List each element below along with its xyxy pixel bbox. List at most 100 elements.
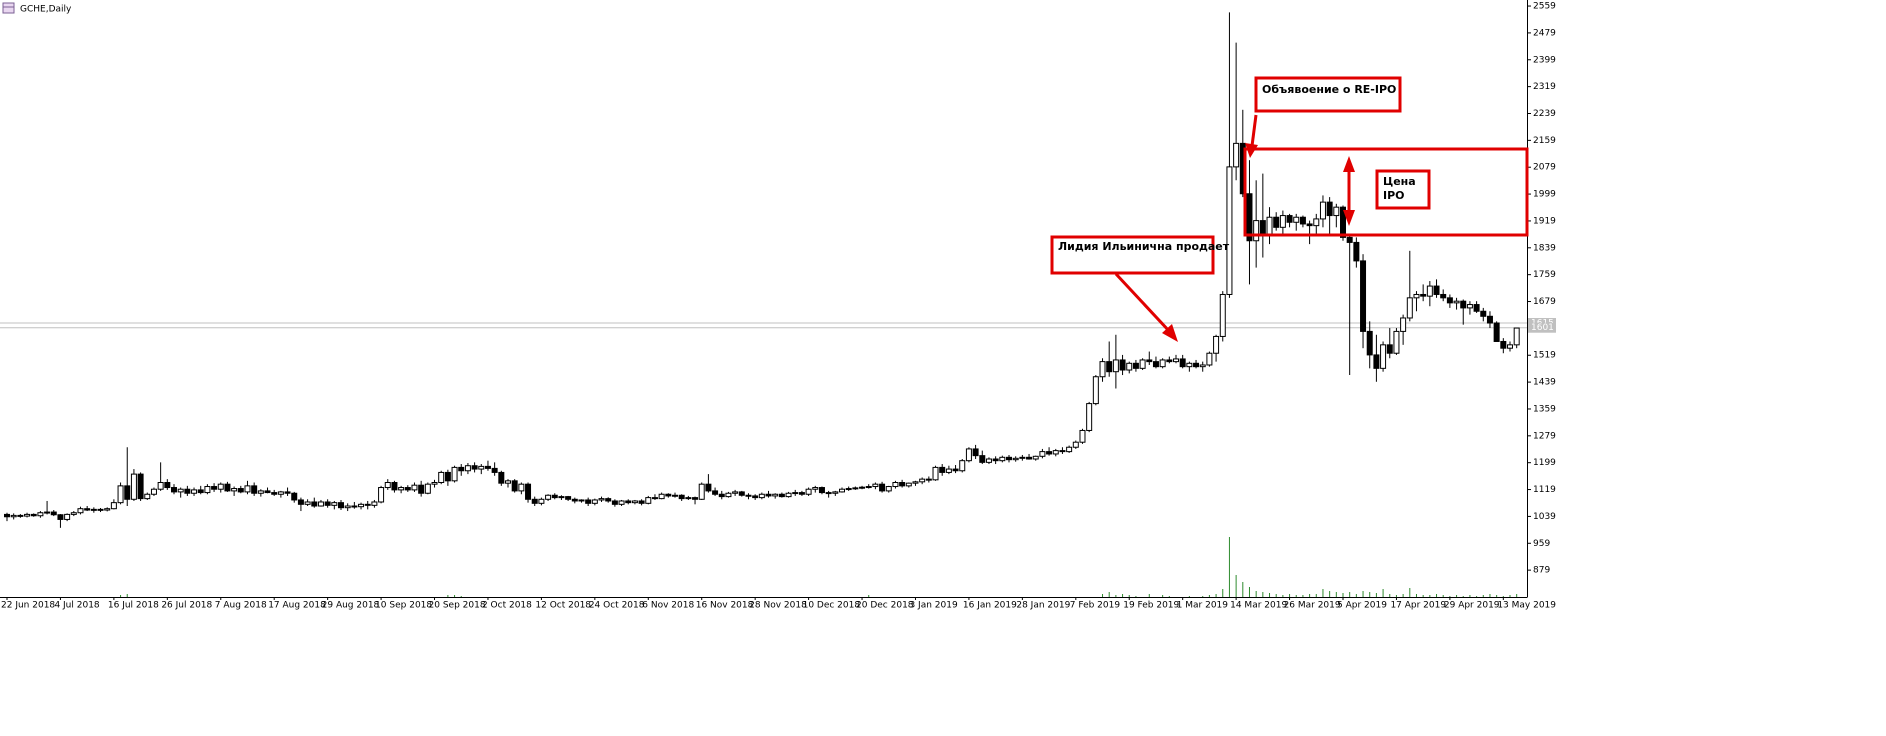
candle-body bbox=[411, 484, 418, 491]
candle-body bbox=[1500, 340, 1507, 349]
candle-body bbox=[1453, 300, 1460, 304]
candle-body bbox=[1380, 344, 1387, 369]
candle-body bbox=[825, 492, 832, 495]
candle-body bbox=[1159, 359, 1166, 368]
y-tick-label: 1279 bbox=[1533, 431, 1556, 441]
candle-body bbox=[658, 493, 665, 500]
series-layer: 8799591039111911991279135914391519159916… bbox=[0, 2, 1556, 611]
candle-body bbox=[137, 473, 144, 500]
candle-body bbox=[1486, 315, 1493, 324]
candle-body bbox=[618, 500, 625, 505]
candle-body bbox=[1173, 358, 1179, 363]
ipo-range-box bbox=[1243, 147, 1529, 237]
candle-body bbox=[184, 488, 191, 494]
x-tick-label: 10 Dec 2018 bbox=[803, 601, 861, 611]
candle-body bbox=[625, 500, 632, 504]
candle-body bbox=[1406, 297, 1413, 319]
y-tick-label: 1039 bbox=[1533, 512, 1556, 522]
candle-body bbox=[4, 513, 10, 518]
candle-body bbox=[197, 489, 204, 494]
x-tick-label: 19 Feb 2019 bbox=[1123, 601, 1179, 611]
candle-body bbox=[558, 496, 565, 499]
annotation: Объявоение о RE-IPO bbox=[1262, 83, 1396, 96]
candle-body bbox=[845, 488, 852, 491]
candle-body bbox=[1507, 344, 1513, 349]
candle-body bbox=[979, 455, 986, 463]
candle-body bbox=[44, 511, 51, 514]
x-tick-label: 17 Aug 2018 bbox=[268, 601, 326, 611]
candle-body bbox=[1233, 142, 1240, 168]
candle-body bbox=[110, 502, 117, 510]
candle-body bbox=[1433, 285, 1440, 295]
candle-body bbox=[959, 460, 966, 472]
candle-body bbox=[551, 494, 558, 499]
candle-body bbox=[1193, 362, 1200, 368]
candle-body bbox=[952, 468, 959, 472]
candle-body bbox=[64, 513, 71, 520]
x-tick-label: 3 Jan 2019 bbox=[909, 601, 957, 611]
x-tick-label: 29 Aug 2018 bbox=[322, 601, 380, 611]
candle-body bbox=[351, 505, 358, 508]
candle-body bbox=[732, 491, 739, 494]
candle-body bbox=[1473, 304, 1480, 312]
candle-body bbox=[1279, 215, 1286, 228]
y-tick-label: 2239 bbox=[1533, 109, 1556, 119]
x-tick-label: 1 Mar 2019 bbox=[1177, 601, 1229, 611]
candle-body bbox=[1413, 293, 1420, 299]
candle-body bbox=[97, 508, 104, 511]
y-tick-label: 2399 bbox=[1533, 55, 1556, 65]
candle-body bbox=[705, 483, 712, 492]
candle-body bbox=[999, 456, 1006, 462]
y-tick-label: 1679 bbox=[1533, 297, 1556, 307]
candle-body bbox=[358, 503, 365, 508]
arrow bbox=[1114, 272, 1172, 334]
candle-body bbox=[431, 482, 438, 485]
y-tick-label: 879 bbox=[1533, 566, 1550, 576]
candle-body bbox=[90, 508, 97, 511]
candle-body bbox=[685, 497, 692, 500]
annotations bbox=[1050, 76, 1529, 342]
candle-body bbox=[164, 482, 171, 489]
candle-body bbox=[1179, 358, 1186, 368]
candle-body bbox=[805, 488, 812, 495]
x-tick-label: 6 Nov 2018 bbox=[642, 601, 694, 611]
header: GCHE,Daily bbox=[2, 2, 72, 15]
candle-body bbox=[1052, 450, 1059, 455]
candle-body bbox=[177, 488, 184, 493]
candle-body bbox=[217, 483, 224, 490]
candle-body bbox=[398, 487, 405, 491]
y-tick-label: 1839 bbox=[1533, 243, 1556, 253]
x-tick-label: 7 Feb 2019 bbox=[1070, 601, 1121, 611]
x-tick-label: 24 Oct 2018 bbox=[589, 601, 645, 611]
candle-body bbox=[591, 499, 598, 504]
annotation: IPO bbox=[1383, 189, 1405, 202]
candle-body bbox=[892, 482, 899, 488]
callout-box bbox=[1375, 169, 1431, 210]
price-tag-label: 1601 bbox=[1531, 323, 1554, 333]
candle-body bbox=[30, 513, 37, 517]
y-tick-label: 1919 bbox=[1533, 216, 1556, 226]
candle-body bbox=[832, 491, 839, 494]
candle-body bbox=[484, 465, 491, 469]
candle-body bbox=[725, 492, 732, 498]
candle-body bbox=[378, 487, 385, 503]
x-tick-label: 16 Nov 2018 bbox=[696, 601, 754, 611]
x-tick-label: 16 Jan 2019 bbox=[963, 601, 1017, 611]
y-tick-label: 1359 bbox=[1533, 404, 1556, 414]
candle-body bbox=[157, 482, 164, 490]
x-tick-label: 17 Apr 2019 bbox=[1390, 601, 1446, 611]
x-tick-label: 28 Jan 2019 bbox=[1016, 601, 1070, 611]
candle-body bbox=[1079, 429, 1086, 443]
candle-body bbox=[251, 485, 258, 494]
annotation: Цена bbox=[1383, 175, 1416, 188]
candle-body bbox=[1246, 193, 1253, 242]
arrow-head bbox=[1245, 143, 1258, 158]
x-tick-label: 16 Jul 2018 bbox=[108, 601, 159, 611]
candle-body bbox=[565, 496, 572, 500]
candle-body bbox=[505, 480, 511, 484]
candle-body bbox=[1072, 441, 1079, 448]
y-tick-label: 2159 bbox=[1533, 136, 1556, 146]
candle-body bbox=[1186, 362, 1193, 368]
x-tick-label: 22 Jun 2018 bbox=[1, 601, 55, 611]
x-tick-label: 7 Aug 2018 bbox=[215, 601, 267, 611]
